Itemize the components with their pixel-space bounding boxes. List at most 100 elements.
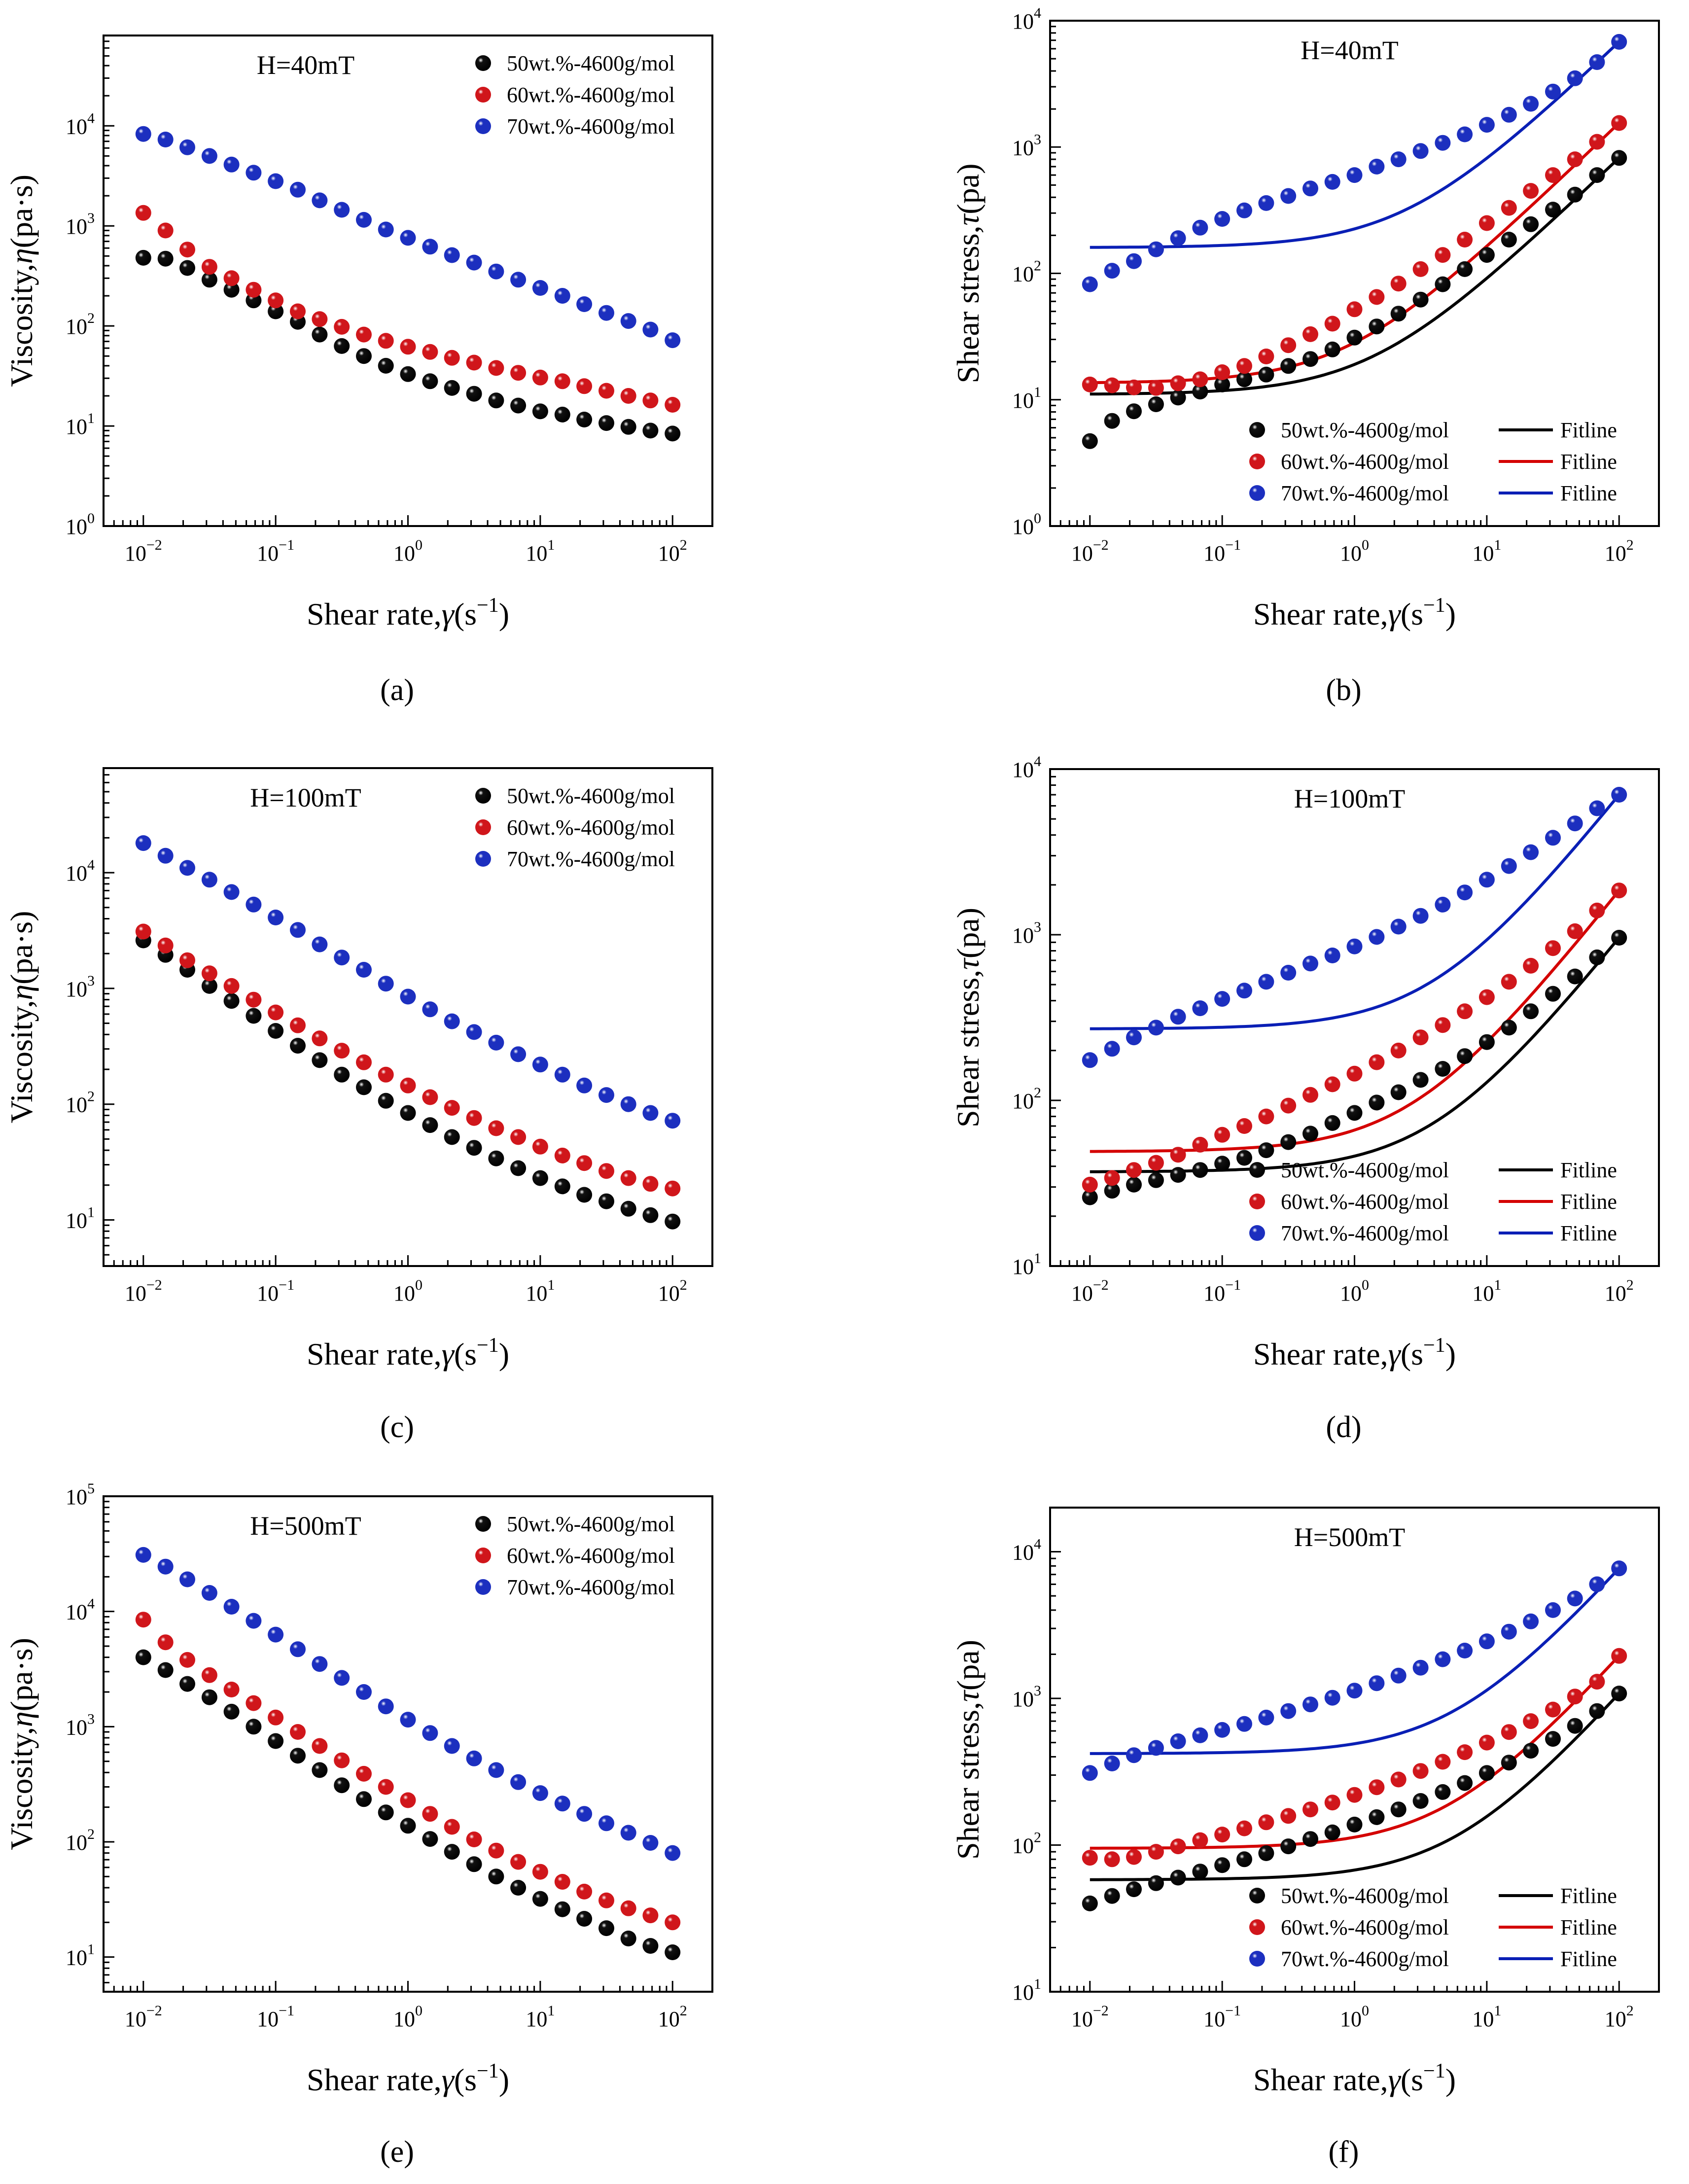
data-point-blue (1390, 1667, 1407, 1684)
legend-fit-label: Fitline (1560, 481, 1617, 505)
data-point-red (179, 242, 195, 258)
data-point-black (1457, 261, 1473, 277)
panel-label: (b) (1326, 673, 1361, 707)
data-point-black (400, 366, 416, 382)
y-axis-title: Viscosity,η(pa·s) (4, 911, 39, 1124)
data-point-black (223, 282, 240, 298)
y-tick-label: 104 (1012, 753, 1041, 782)
data-point-blue (1589, 800, 1605, 816)
data-point-black (1567, 968, 1583, 985)
data-point-blue (1236, 1716, 1252, 1732)
data-point-red (1236, 1118, 1252, 1134)
data-point-red (1236, 358, 1252, 374)
legend-marker-blue (1249, 1225, 1265, 1241)
legend-label: 70wt.%-4600g/mol (1281, 481, 1449, 505)
data-point-blue (466, 254, 482, 271)
data-point-red (444, 1100, 460, 1116)
data-point-black (179, 1676, 195, 1692)
data-point-blue (1302, 955, 1318, 972)
panel-label: (f) (1329, 2135, 1359, 2169)
panel-label: (e) (380, 2135, 414, 2169)
data-point-black (356, 1079, 372, 1095)
data-point-black (1192, 384, 1208, 400)
data-point-black (466, 1140, 482, 1156)
data-point-red (532, 1864, 548, 1880)
data-point-black (135, 1649, 151, 1665)
data-point-red (1412, 261, 1429, 277)
data-point-black (598, 1920, 614, 1937)
data-point-red (488, 1120, 504, 1136)
data-point-red (312, 311, 328, 327)
data-point-red (290, 1724, 306, 1740)
data-point-blue (444, 1738, 460, 1754)
data-point-black (598, 1193, 614, 1209)
data-point-black (665, 1213, 681, 1230)
data-point-black (223, 993, 240, 1009)
data-point-black (1324, 1824, 1340, 1840)
data-point-blue (576, 296, 593, 312)
data-point-black (1148, 1172, 1164, 1188)
x-axis-title: Shear rate,γ(s−1) (307, 1334, 509, 1372)
data-point-blue (1545, 830, 1561, 846)
data-point-red (1457, 1003, 1473, 1020)
data-point-blue (1148, 1020, 1164, 1036)
data-point-black (1523, 216, 1539, 232)
x-tick-label: 10−1 (257, 2003, 294, 2031)
data-point-red (1324, 316, 1340, 332)
data-point-blue (1412, 143, 1429, 159)
data-point-blue (223, 884, 240, 900)
data-point-black (1611, 1686, 1627, 1702)
legend-marker-black (1249, 422, 1265, 438)
field-annotation: H=500mT (250, 1511, 361, 1541)
data-point-black (268, 303, 284, 319)
data-point-blue (1324, 174, 1340, 190)
data-point-black (157, 1662, 174, 1678)
data-point-blue (1501, 1623, 1517, 1640)
data-point-blue (246, 896, 262, 913)
data-point-black (554, 406, 570, 423)
data-point-black (1589, 1703, 1605, 1719)
data-point-blue (1082, 276, 1098, 292)
data-point-blue (201, 148, 217, 164)
data-point-blue (510, 1774, 527, 1790)
data-point-blue (1611, 34, 1627, 50)
data-point-blue (1324, 948, 1340, 963)
data-point-black (1148, 1875, 1164, 1891)
data-point-blue (1369, 1675, 1385, 1691)
data-point-blue (488, 1762, 504, 1778)
data-point-blue (1611, 1560, 1627, 1577)
data-point-blue (312, 192, 328, 209)
legend-fit-label: Fitline (1560, 1221, 1617, 1245)
data-point-red (1478, 1734, 1495, 1751)
data-point-blue (510, 272, 527, 288)
data-point-blue (1412, 1659, 1429, 1676)
data-point-red (1435, 247, 1451, 263)
data-point-black (1478, 1034, 1495, 1050)
data-point-black (1457, 1048, 1473, 1064)
data-point-red (620, 388, 636, 404)
data-point-blue (488, 263, 504, 280)
data-point-red (1390, 1771, 1407, 1788)
data-point-red (334, 1752, 350, 1768)
data-point-red (1567, 923, 1583, 939)
data-point-red (334, 318, 350, 335)
data-point-blue (334, 1670, 350, 1686)
data-point-red (1501, 200, 1517, 216)
data-point-black (1148, 396, 1164, 412)
legend-label: 70wt.%-4600g/mol (1281, 1221, 1449, 1245)
data-point-red (1302, 1801, 1318, 1818)
data-point-black (1082, 433, 1098, 449)
data-point-blue (532, 280, 548, 296)
y-tick-label: 101 (66, 410, 95, 439)
data-point-blue (532, 1057, 548, 1073)
data-point-black (334, 1066, 350, 1083)
panel-label: (d) (1326, 1410, 1361, 1444)
data-point-black (1126, 1881, 1142, 1898)
data-point-blue (1258, 974, 1274, 990)
data-point-red (598, 1892, 614, 1908)
x-axis-title: Shear rate,γ(s−1) (1253, 1334, 1456, 1372)
y-tick-label: 103 (66, 210, 95, 239)
data-point-red (1611, 1648, 1627, 1664)
legend-marker-red (475, 819, 491, 835)
data-point-black (334, 1777, 350, 1794)
